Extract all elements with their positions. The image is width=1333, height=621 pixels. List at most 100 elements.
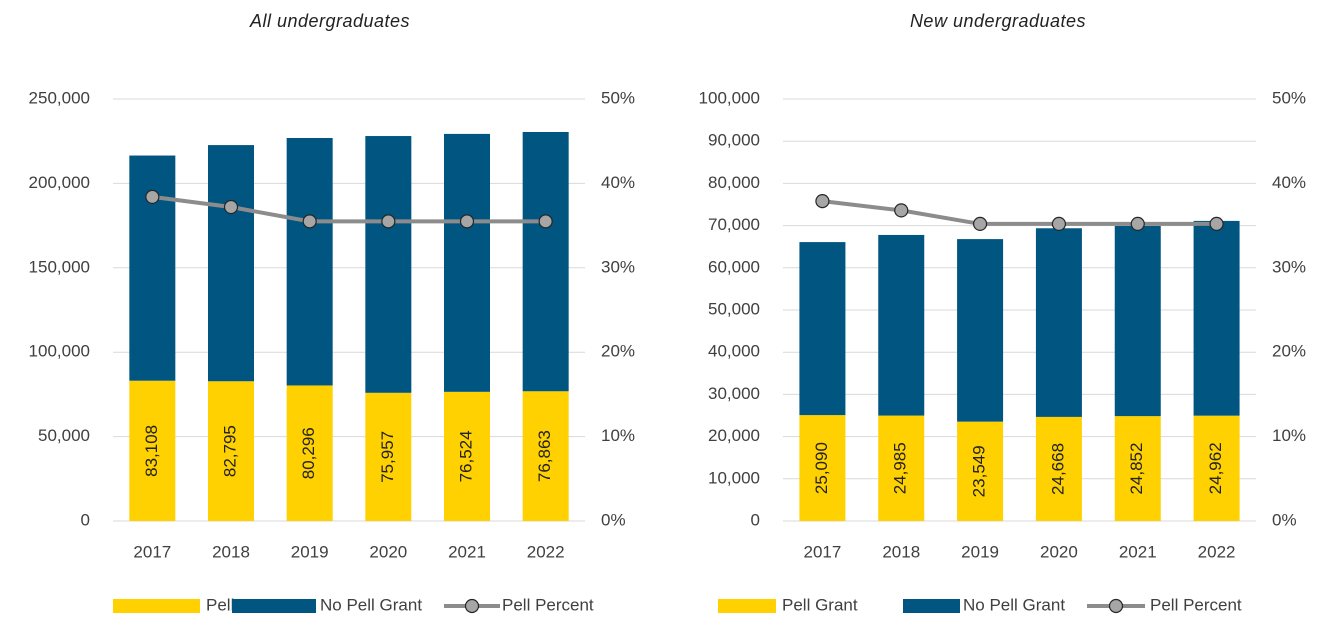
y-tick-label: 50,000: [38, 426, 90, 445]
y2-tick-label: 40%: [601, 173, 635, 192]
y-tick-label: 0: [751, 510, 760, 529]
chart-subtitle: All undergraduates: [249, 11, 410, 31]
bar: [1114, 416, 1161, 521]
bar: [522, 391, 569, 521]
bar: [957, 239, 1004, 422]
legend-label: No Pell Grant: [963, 595, 1065, 614]
data-label: 24,962: [1206, 442, 1225, 494]
bar: [129, 380, 176, 521]
bar: [208, 381, 254, 521]
data-label: 23,549: [970, 445, 989, 497]
legend-swatch: [903, 599, 960, 613]
data-label: 83,108: [142, 425, 161, 477]
data-label: 82,795: [220, 425, 239, 477]
data-label: 25,090: [812, 442, 831, 494]
data-label: 80,296: [299, 427, 318, 479]
legend-label: Pell Percent: [1150, 595, 1242, 614]
y-tick-label: 70,000: [708, 215, 760, 234]
bar: [799, 415, 846, 521]
y2-tick-label: 50%: [1272, 88, 1306, 107]
y-tick-label: 20,000: [708, 426, 760, 445]
bar: [957, 421, 1004, 521]
y2-tick-label: 0%: [601, 510, 626, 529]
legend-marker: [464, 598, 480, 614]
x-tick-label: 2020: [369, 542, 407, 561]
legend-label: No Pell Grant: [320, 595, 422, 614]
line-marker: [145, 189, 160, 205]
bar: [522, 131, 569, 392]
line-marker: [1130, 216, 1145, 232]
bar: [444, 391, 490, 521]
x-tick-label: 2020: [1040, 542, 1078, 561]
bar: [878, 234, 925, 416]
x-tick-label: 2021: [448, 542, 486, 561]
y-tick-label: 200,000: [29, 173, 90, 192]
y-tick-label: 60,000: [708, 257, 760, 276]
line: [152, 194, 546, 224]
bar: [1193, 415, 1240, 521]
y2-tick-label: 10%: [601, 426, 635, 445]
x-tick-label: 2017: [804, 542, 842, 561]
y-tick-label: 50,000: [708, 299, 760, 318]
legend-label: Pell Percent: [502, 595, 594, 614]
legend-swatch: [718, 599, 776, 613]
x-tick-label: 2022: [1198, 542, 1236, 561]
y2-tick-label: 50%: [601, 88, 635, 107]
bar: [1114, 226, 1161, 417]
y-tick-label: 10,000: [708, 468, 760, 487]
line-marker: [972, 216, 988, 232]
y-tick-label: 100,000: [699, 88, 760, 107]
line-marker: [1051, 216, 1067, 232]
line-marker: [815, 194, 830, 209]
legend-label: Pell Grant: [782, 595, 858, 614]
y-tick-label: 150,000: [29, 257, 90, 276]
bar: [1193, 220, 1240, 416]
y2-tick-label: 20%: [1272, 342, 1306, 361]
x-tick-label: 2019: [291, 542, 329, 561]
line: [822, 199, 1217, 226]
y-tick-label: 80,000: [708, 173, 760, 192]
y-tick-label: 40,000: [708, 342, 760, 361]
legend-swatch: [113, 599, 200, 613]
line-marker: [223, 199, 239, 215]
legend-swatch: [232, 599, 316, 613]
bar: [365, 392, 412, 521]
line-marker: [538, 214, 553, 229]
data-label: 24,852: [1127, 443, 1146, 495]
x-tick-label: 2018: [212, 542, 250, 561]
y2-tick-label: 30%: [1272, 257, 1306, 276]
line-marker: [894, 203, 909, 218]
data-label: 76,863: [535, 430, 554, 482]
chart-subtitle: New undergraduates: [910, 11, 1086, 31]
data-label: 75,957: [378, 431, 397, 483]
bar: [1035, 228, 1082, 417]
data-label: 24,668: [1048, 443, 1067, 495]
legend-marker: [1108, 598, 1124, 614]
x-tick-label: 2019: [961, 542, 999, 561]
y2-tick-label: 10%: [1272, 426, 1306, 445]
y-tick-label: 250,000: [29, 88, 90, 107]
line-marker: [381, 214, 396, 229]
data-label: 76,524: [456, 430, 475, 482]
bar: [799, 242, 846, 416]
bar: [444, 133, 490, 392]
line-marker: [302, 214, 317, 229]
bar: [365, 136, 412, 393]
bar: [208, 145, 254, 382]
line-marker: [1209, 216, 1224, 232]
bar: [286, 137, 333, 386]
line-marker: [459, 214, 475, 229]
y2-tick-label: 40%: [1272, 173, 1306, 192]
y2-tick-label: 30%: [601, 257, 635, 276]
y-tick-label: 90,000: [708, 131, 760, 150]
data-label: 24,985: [891, 442, 910, 494]
x-tick-label: 2017: [133, 542, 171, 561]
bar: [878, 415, 925, 521]
x-tick-label: 2018: [882, 542, 920, 561]
x-tick-label: 2022: [527, 542, 565, 561]
x-tick-label: 2021: [1119, 542, 1157, 561]
y2-tick-label: 20%: [601, 342, 635, 361]
y2-tick-label: 0%: [1272, 510, 1297, 529]
